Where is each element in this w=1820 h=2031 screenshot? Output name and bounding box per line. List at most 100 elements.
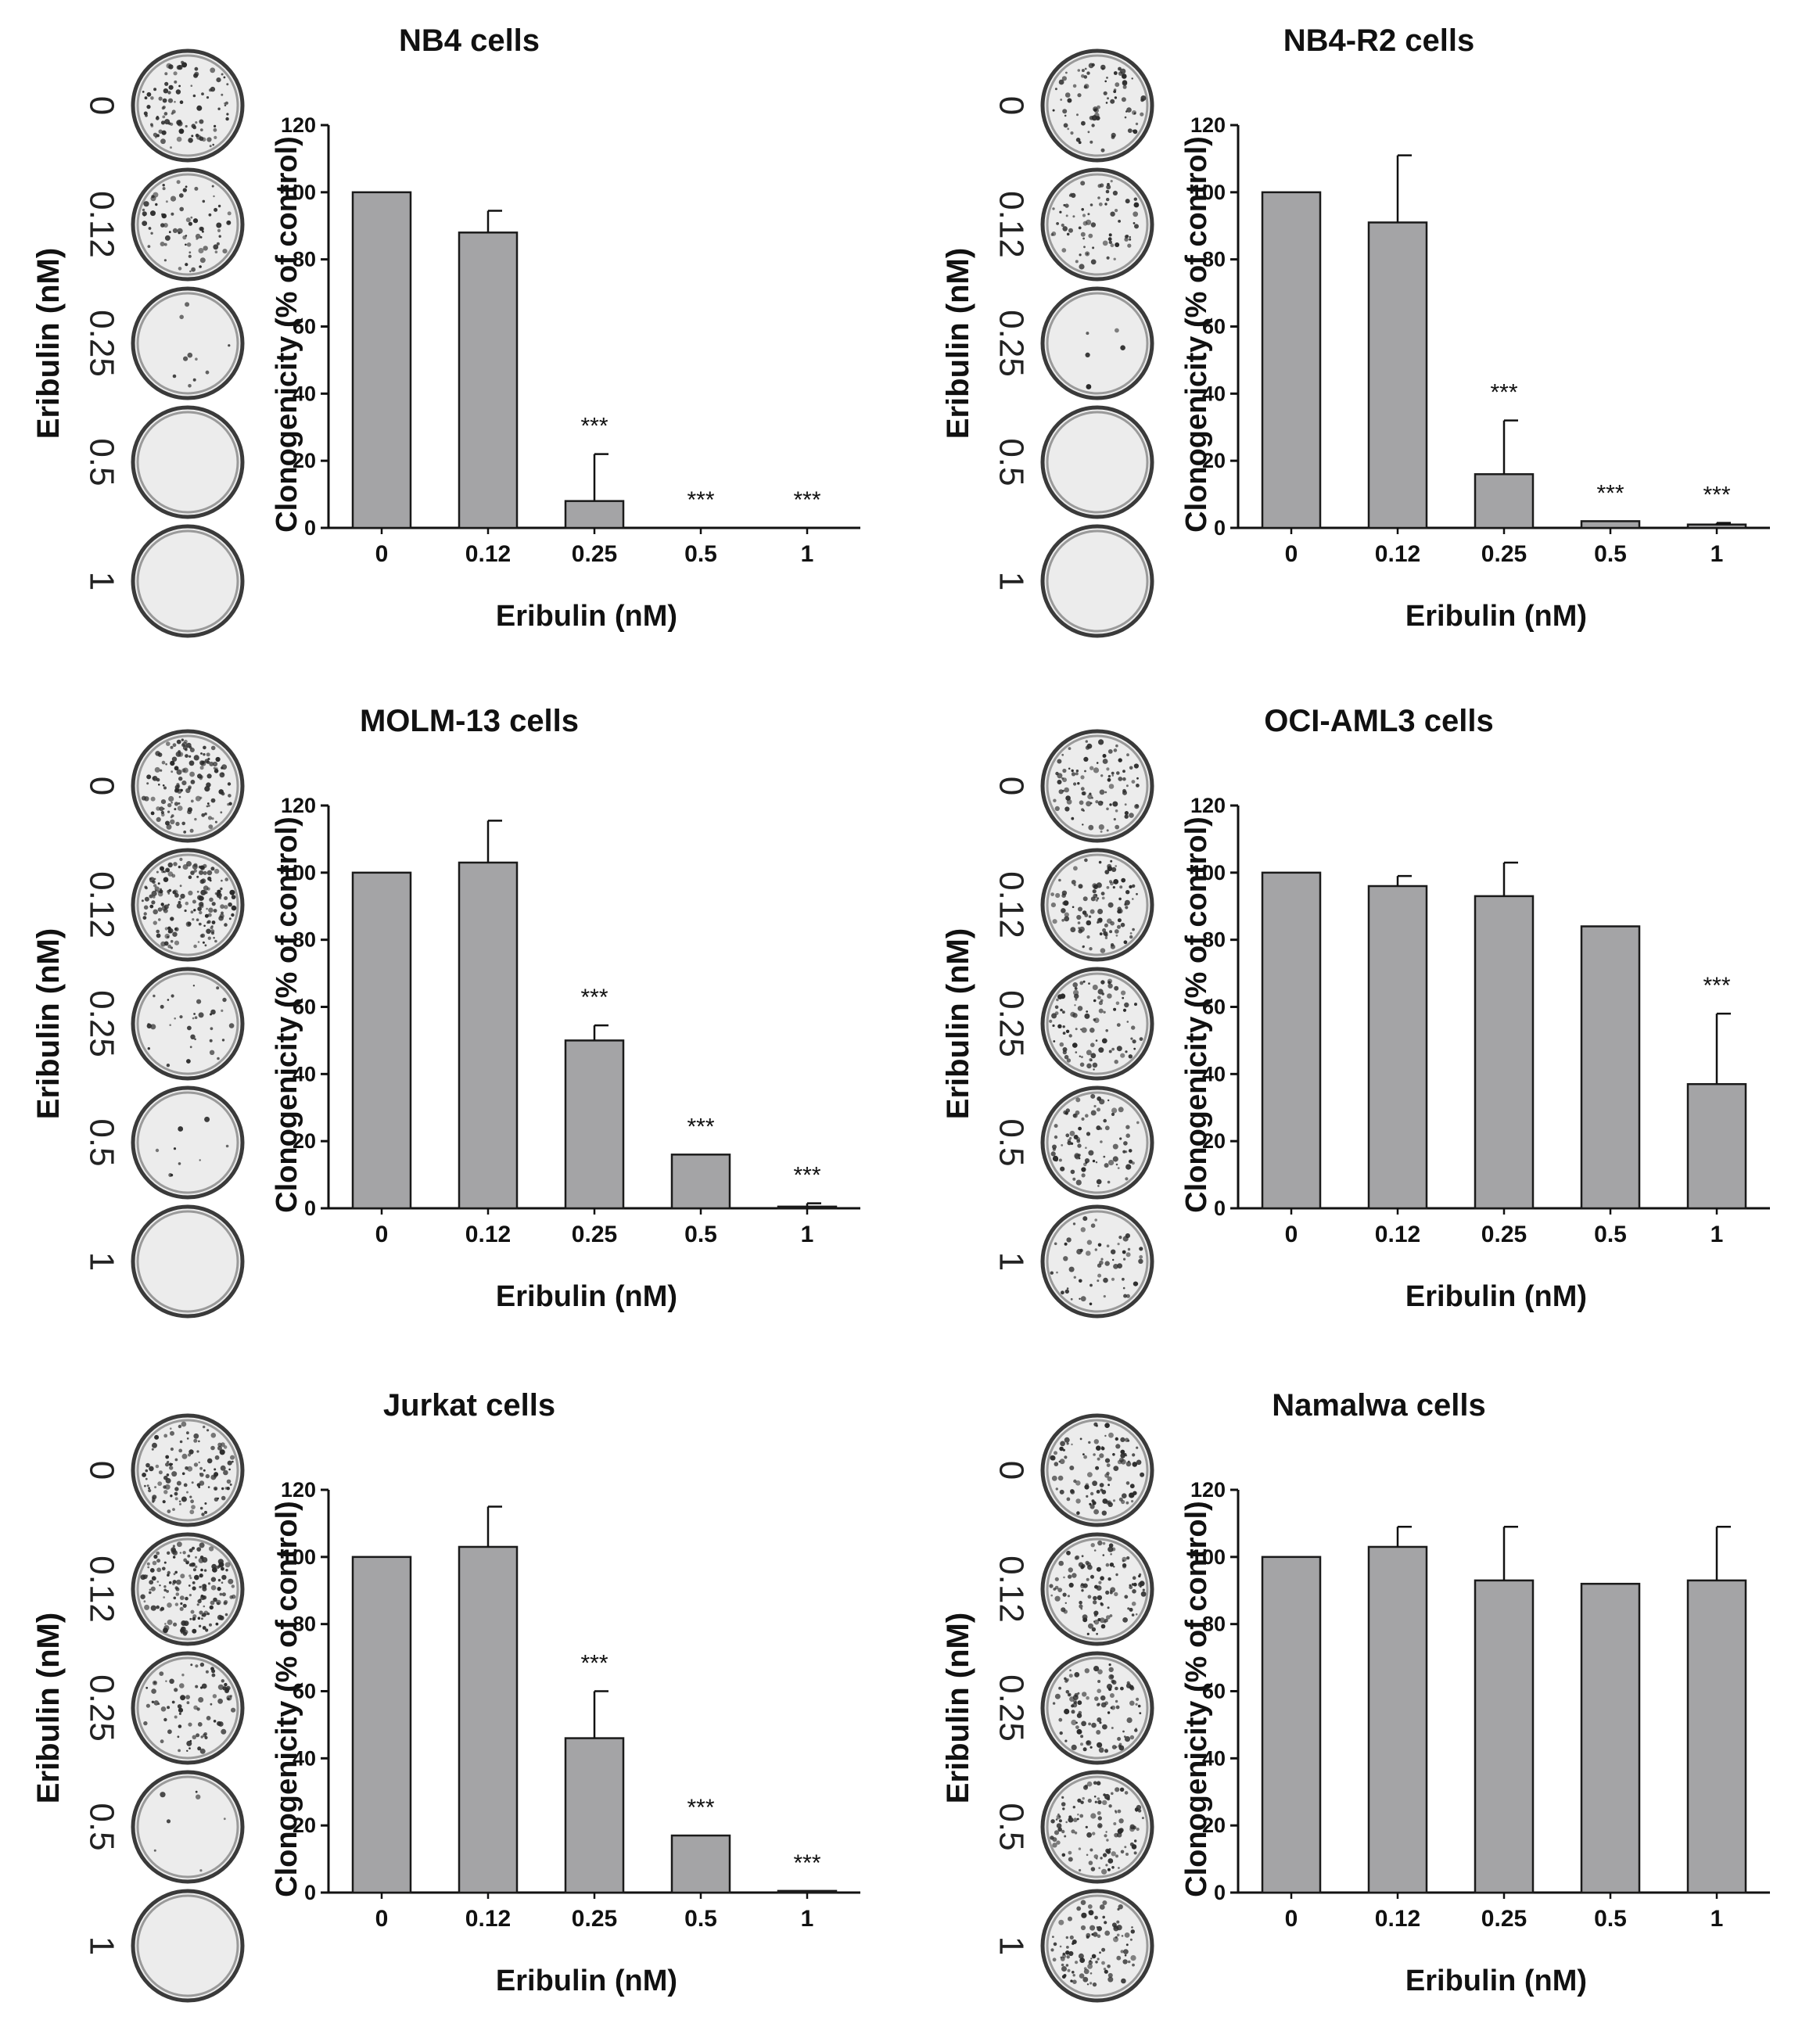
colony-dot — [1064, 1708, 1070, 1715]
colony-dot — [1057, 1475, 1064, 1481]
colony-dot — [1075, 1179, 1082, 1186]
colony-dot — [1122, 1959, 1128, 1965]
colony-dot — [1065, 795, 1071, 801]
colony-dot — [1054, 88, 1057, 91]
colony-dot — [1103, 1968, 1107, 1971]
colony-dot — [1072, 1703, 1078, 1708]
colony-dot — [231, 1584, 235, 1588]
colony-dot — [165, 1462, 170, 1467]
colony-dot — [152, 777, 156, 780]
colony-dot — [161, 870, 164, 874]
colony-plate — [131, 524, 245, 638]
colony-dot — [1136, 1804, 1142, 1810]
colony-dot — [217, 1578, 221, 1582]
colony-dot — [180, 893, 185, 899]
colony-dot — [193, 1013, 196, 1015]
plate-dose-label: 0 — [83, 1461, 121, 1480]
colony-dot — [153, 920, 157, 925]
colony-dot — [210, 1703, 213, 1706]
colony-dot — [206, 1429, 210, 1432]
colony-dot — [151, 1448, 154, 1451]
colony-dot — [1061, 1853, 1066, 1857]
colony-dot — [1104, 1261, 1110, 1266]
colony-dot — [1095, 1039, 1098, 1042]
colony-dot — [1079, 800, 1084, 806]
colony-dot — [215, 767, 218, 770]
colony-dot — [1095, 1161, 1098, 1164]
panel-title: OCI-AML3 cells — [1264, 704, 1493, 738]
colony-dot — [1104, 791, 1107, 794]
colony-dot — [1064, 1677, 1067, 1681]
colony-dot — [1058, 1460, 1061, 1463]
colony-dot — [1101, 1961, 1105, 1965]
colony-dot — [1086, 1251, 1091, 1256]
colony-dot — [1066, 232, 1070, 236]
colony-dot — [1115, 744, 1118, 748]
colony-dot — [1124, 811, 1129, 816]
colony-dot — [1098, 824, 1104, 831]
colony-dot — [221, 1574, 227, 1581]
colony-dot — [145, 1477, 148, 1480]
colony-dot — [176, 136, 182, 142]
colony-dot — [190, 84, 193, 87]
colony-dot — [191, 1481, 194, 1484]
colony-dot — [1082, 946, 1085, 949]
colony-dot — [1122, 1730, 1125, 1733]
colony-dot — [1074, 1556, 1079, 1560]
colony-dot — [1068, 1916, 1072, 1922]
colony-dot — [1095, 800, 1099, 804]
colony-dot — [1086, 1740, 1092, 1746]
colony-dot — [149, 1580, 154, 1585]
colony-dot — [1101, 1947, 1106, 1952]
colony-dot — [1111, 774, 1114, 777]
colony-dot — [142, 208, 145, 212]
colony-dot — [166, 1819, 171, 1824]
colony-dot — [166, 1064, 171, 1068]
colony-dot — [178, 795, 181, 798]
colony-dot — [1077, 93, 1082, 98]
y-tick-label: 80 — [1202, 1613, 1226, 1636]
colony-dot — [203, 924, 206, 928]
colony-dot — [144, 1604, 150, 1610]
plate-dose-label: 0.12 — [993, 871, 1031, 938]
y-tick-label: 40 — [1202, 1062, 1226, 1085]
colony-dot — [188, 755, 192, 758]
colony-dot — [163, 1625, 170, 1631]
colony-dot — [1070, 1169, 1075, 1175]
colony-dot — [1062, 1807, 1065, 1810]
colony-dot — [190, 910, 194, 914]
significance-label: *** — [793, 1850, 820, 1876]
colony-dot — [1126, 1943, 1129, 1946]
colony-dot — [1121, 1978, 1126, 1984]
colony-dot — [1107, 1180, 1111, 1184]
colony-dot — [1104, 1701, 1108, 1706]
y-tick-label: 20 — [1202, 449, 1226, 472]
colony-dot — [195, 357, 198, 361]
colony-dot — [1093, 108, 1097, 112]
colony-dot — [1069, 1935, 1074, 1939]
colony-dot — [173, 71, 178, 76]
colony-plate-rim — [136, 1656, 239, 1760]
colony-dot — [193, 909, 196, 912]
colony-dot — [1107, 1868, 1111, 1871]
colony-dot — [160, 1004, 164, 1009]
colony-dot — [227, 211, 232, 216]
colony-dot — [223, 1469, 228, 1476]
colony-dot — [160, 1739, 164, 1744]
colony-dot — [228, 344, 231, 347]
significance-label: *** — [1703, 973, 1730, 999]
colony-dot — [143, 912, 147, 916]
colony-dot — [1053, 1942, 1057, 1947]
bar — [1367, 1545, 1428, 1894]
colony-dot — [189, 270, 192, 273]
colony-dot — [1125, 199, 1130, 204]
colony-dot — [1115, 1854, 1118, 1858]
colony-dot — [188, 1584, 191, 1587]
colony-dot — [214, 124, 217, 127]
colony-dot — [1125, 1481, 1130, 1485]
colony-dot — [1059, 210, 1062, 214]
colony-dot — [1081, 1173, 1086, 1178]
colony-dot — [167, 1509, 171, 1513]
colony-dot — [172, 228, 178, 233]
colony-dot — [170, 1427, 172, 1430]
